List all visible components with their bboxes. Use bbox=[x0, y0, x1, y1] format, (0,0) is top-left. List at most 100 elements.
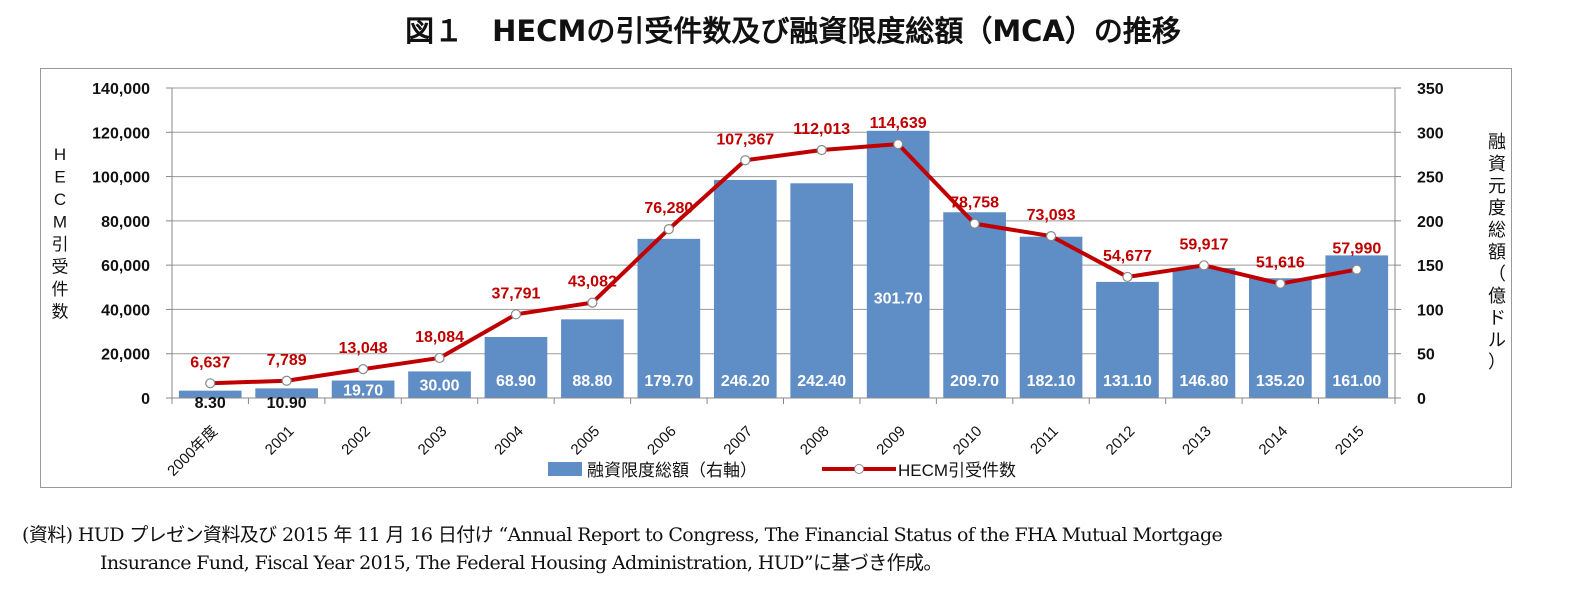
x-tick-label: 2002 bbox=[338, 423, 374, 459]
left-axis-title-char: 受 bbox=[52, 258, 69, 277]
right-axis-title-char: ） bbox=[1488, 352, 1506, 372]
line-series bbox=[210, 142, 1358, 386]
bar-data-label: 209.70 bbox=[950, 373, 999, 390]
left-tick-label: 60,000 bbox=[101, 258, 150, 275]
line-point-2008 bbox=[816, 144, 827, 156]
right-axis-title-char: 総 bbox=[1488, 220, 1506, 240]
left-tick-label: 40,000 bbox=[101, 302, 150, 319]
bar-data-label: 131.10 bbox=[1103, 373, 1152, 390]
right-tick-label: 250 bbox=[1417, 170, 1444, 187]
bar-2005 bbox=[561, 319, 624, 398]
bar-2001 bbox=[255, 388, 318, 398]
x-tick-label: 2006 bbox=[644, 423, 680, 459]
legend-line-label: HECM引受件数 bbox=[898, 461, 1016, 480]
line-point-2005 bbox=[587, 297, 598, 308]
line-data-label: 78,758 bbox=[950, 195, 999, 212]
right-tick-label: 50 bbox=[1417, 347, 1435, 364]
x-tick-label: 2000年度 bbox=[164, 423, 221, 480]
x-tick-label: 2011 bbox=[1027, 423, 1062, 458]
right-tick-label: 350 bbox=[1417, 81, 1444, 98]
x-tick-label: 2012 bbox=[1103, 423, 1139, 459]
right-axis-title-char: 度 bbox=[1488, 198, 1506, 218]
left-tick-label: 120,000 bbox=[92, 125, 150, 142]
bar-2012 bbox=[1096, 281, 1159, 398]
line-data-label: 43,082 bbox=[568, 274, 617, 291]
line-data-label: 107,367 bbox=[716, 131, 774, 148]
bar-data-label: 179.70 bbox=[644, 373, 693, 390]
line-point-2000年度 bbox=[205, 378, 216, 389]
left-axis-title-char: 引 bbox=[52, 235, 69, 254]
line-point-2002 bbox=[357, 364, 369, 375]
line-point-2004 bbox=[510, 309, 522, 320]
legend-bar-label: 融資限度総額（右軸） bbox=[587, 461, 757, 480]
right-tick-label: 300 bbox=[1417, 125, 1444, 142]
x-tick-label: 2003 bbox=[415, 423, 451, 459]
bar-2011 bbox=[1019, 236, 1083, 398]
line-point-2003 bbox=[434, 352, 445, 364]
right-tick-label: 100 bbox=[1417, 302, 1444, 319]
bar-data-label: 242.40 bbox=[797, 373, 846, 390]
x-tick-label: 2005 bbox=[568, 423, 604, 459]
left-tick-label: 0 bbox=[141, 391, 150, 408]
left-tick-label: 100,000 bbox=[92, 170, 150, 187]
right-axis-title-char: 額 bbox=[1488, 242, 1506, 262]
left-tick-label: 20,000 bbox=[101, 347, 150, 364]
right-tick-label: 200 bbox=[1417, 214, 1444, 231]
right-axis-title-char: 億 bbox=[1488, 286, 1506, 306]
x-tick-label: 2009 bbox=[873, 423, 909, 459]
right-tick-label: 0 bbox=[1417, 391, 1426, 408]
line-point-2015 bbox=[1351, 264, 1362, 275]
line-point-2007 bbox=[740, 155, 751, 166]
bar-data-label: 30.00 bbox=[420, 378, 460, 395]
left-axis-title-char: M bbox=[53, 213, 67, 232]
legend-bar-swatch bbox=[548, 462, 582, 476]
x-tick-label: 2014 bbox=[1256, 423, 1292, 459]
line-data-label: 37,791 bbox=[492, 285, 541, 302]
x-tick-label: 2010 bbox=[950, 423, 986, 459]
bar-data-label: 182.10 bbox=[1027, 373, 1076, 390]
left-tick-label: 140,000 bbox=[92, 81, 150, 98]
bar-2007 bbox=[713, 179, 777, 398]
line-data-label: 6,637 bbox=[190, 354, 230, 371]
bar-data-label: 88.80 bbox=[572, 373, 612, 390]
bar-2003 bbox=[408, 371, 471, 398]
x-tick-label: 2004 bbox=[491, 423, 527, 459]
left-axis-title-char: 数 bbox=[52, 303, 69, 322]
line-data-label: 51,616 bbox=[1256, 255, 1305, 272]
bar-2009 bbox=[866, 130, 930, 398]
right-axis-title-char: 資 bbox=[1488, 154, 1506, 174]
left-axis-title-char: 件 bbox=[52, 280, 69, 299]
x-tick-label: 2013 bbox=[1179, 423, 1215, 459]
chart-frame bbox=[40, 68, 1512, 488]
line-data-label: 114,639 bbox=[870, 115, 927, 132]
source-note-line2: Insurance Fund, Fiscal Year 2015, The Fe… bbox=[100, 552, 942, 574]
bar-data-label: 246.20 bbox=[721, 373, 770, 390]
line-point-2012 bbox=[1122, 271, 1133, 283]
bar-data-label: 19.70 bbox=[343, 382, 383, 399]
x-tick-label: 2007 bbox=[720, 423, 756, 459]
line-data-label: 59,917 bbox=[1179, 236, 1228, 253]
bar-data-label: 135.20 bbox=[1256, 373, 1305, 390]
x-tick-label: 2015 bbox=[1332, 423, 1368, 459]
right-axis-title-char: 元 bbox=[1488, 176, 1506, 196]
bar-2006 bbox=[637, 238, 701, 398]
line-point-2006 bbox=[663, 223, 674, 235]
source-note-line1: (資料) HUD プレゼン資料及び 2015 年 11 月 16 日付け “An… bbox=[22, 524, 1223, 546]
bar-data-label: 301.70 bbox=[874, 290, 923, 307]
left-axis-title-char: H bbox=[54, 145, 66, 164]
bar-2008 bbox=[790, 183, 854, 398]
left-axis-title-char: C bbox=[54, 190, 66, 209]
line-data-label: 7,789 bbox=[267, 352, 307, 369]
bar-2002 bbox=[331, 380, 395, 398]
right-axis-title-char: ド bbox=[1488, 308, 1506, 328]
line-point-2001 bbox=[281, 375, 292, 386]
line-data-label: 54,677 bbox=[1103, 248, 1152, 265]
line-data-label: 57,990 bbox=[1332, 241, 1381, 258]
line-point-2009 bbox=[893, 139, 904, 150]
bar-2015 bbox=[1325, 255, 1389, 398]
bar-data-label: 161.00 bbox=[1332, 373, 1381, 390]
bar-data-label: 8.30 bbox=[195, 395, 226, 412]
bar-data-label: 146.80 bbox=[1179, 373, 1228, 390]
line-point-2014 bbox=[1275, 278, 1286, 289]
